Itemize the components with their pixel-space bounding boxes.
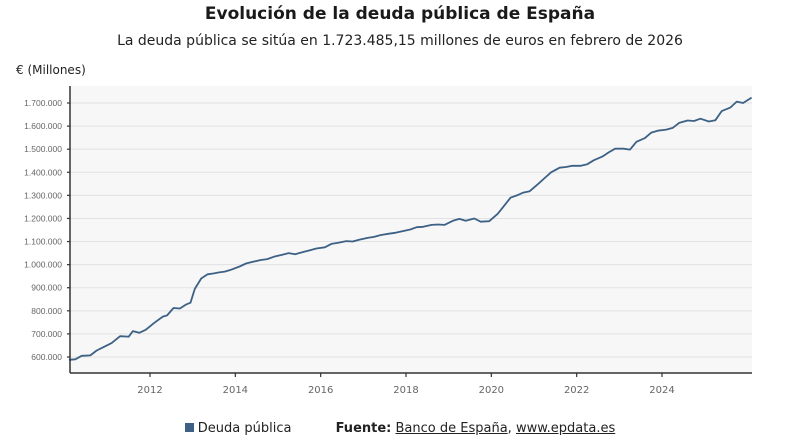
x-tick-label: 2012 xyxy=(137,385,162,396)
legend: Deuda pública Fuente: Banco de España, w… xyxy=(0,421,800,436)
y-tick-label: 1.000.000 xyxy=(24,260,62,270)
y-tick-label: 600.000 xyxy=(31,352,62,362)
x-tick-label: 2020 xyxy=(479,385,504,396)
x-axis: 2012 2014 2016 2018 2020 2022 2024 xyxy=(137,373,675,396)
y-tick-label: 900.000 xyxy=(31,283,62,293)
x-tick-label: 2024 xyxy=(649,385,674,396)
source-separator: , xyxy=(507,421,512,436)
legend-item-deuda-publica[interactable]: Deuda pública xyxy=(184,421,292,436)
x-tick-label: 2022 xyxy=(564,385,589,396)
gridlines xyxy=(70,102,752,358)
y-axis-unit-label: € (Millones) xyxy=(16,63,86,77)
y-tick-label: 1.600.000 xyxy=(24,121,62,131)
source-link-banco-de-espana[interactable]: Banco de España xyxy=(395,421,508,436)
y-tick-label: 1.100.000 xyxy=(24,237,62,247)
source-attribution: Fuente: Banco de España, www.epdata.es xyxy=(336,421,616,436)
y-tick-label: 1.700.000 xyxy=(24,98,62,108)
source-link-epdata[interactable]: www.epdata.es xyxy=(515,421,616,436)
y-axis: 600.000 700.000 800.000 900.000 1.000.000 1.1… xyxy=(24,98,70,362)
y-tick-label: 800.000 xyxy=(31,306,62,316)
y-tick-label: 1.400.000 xyxy=(24,167,62,177)
y-tick-label: 700.000 xyxy=(31,329,62,339)
y-tick-label: 1.200.000 xyxy=(24,213,62,223)
chart-title: Evolución de la deuda pública de España xyxy=(204,4,596,24)
x-tick-label: 2018 xyxy=(393,385,418,396)
series-group xyxy=(68,96,753,361)
legend-swatch xyxy=(184,423,194,432)
x-tick-label: 2014 xyxy=(223,385,248,396)
source-label: Fuente: xyxy=(335,421,392,436)
y-tick-label: 1.300.000 xyxy=(24,190,62,200)
x-tick-label: 2016 xyxy=(308,385,333,396)
chart-subtitle: La deuda pública se sitúa en 1.723.485,1… xyxy=(117,33,683,49)
legend-label: Deuda pública xyxy=(197,421,292,436)
y-tick-label: 1.500.000 xyxy=(24,144,62,154)
series-line-deuda-publica[interactable] xyxy=(68,96,753,361)
